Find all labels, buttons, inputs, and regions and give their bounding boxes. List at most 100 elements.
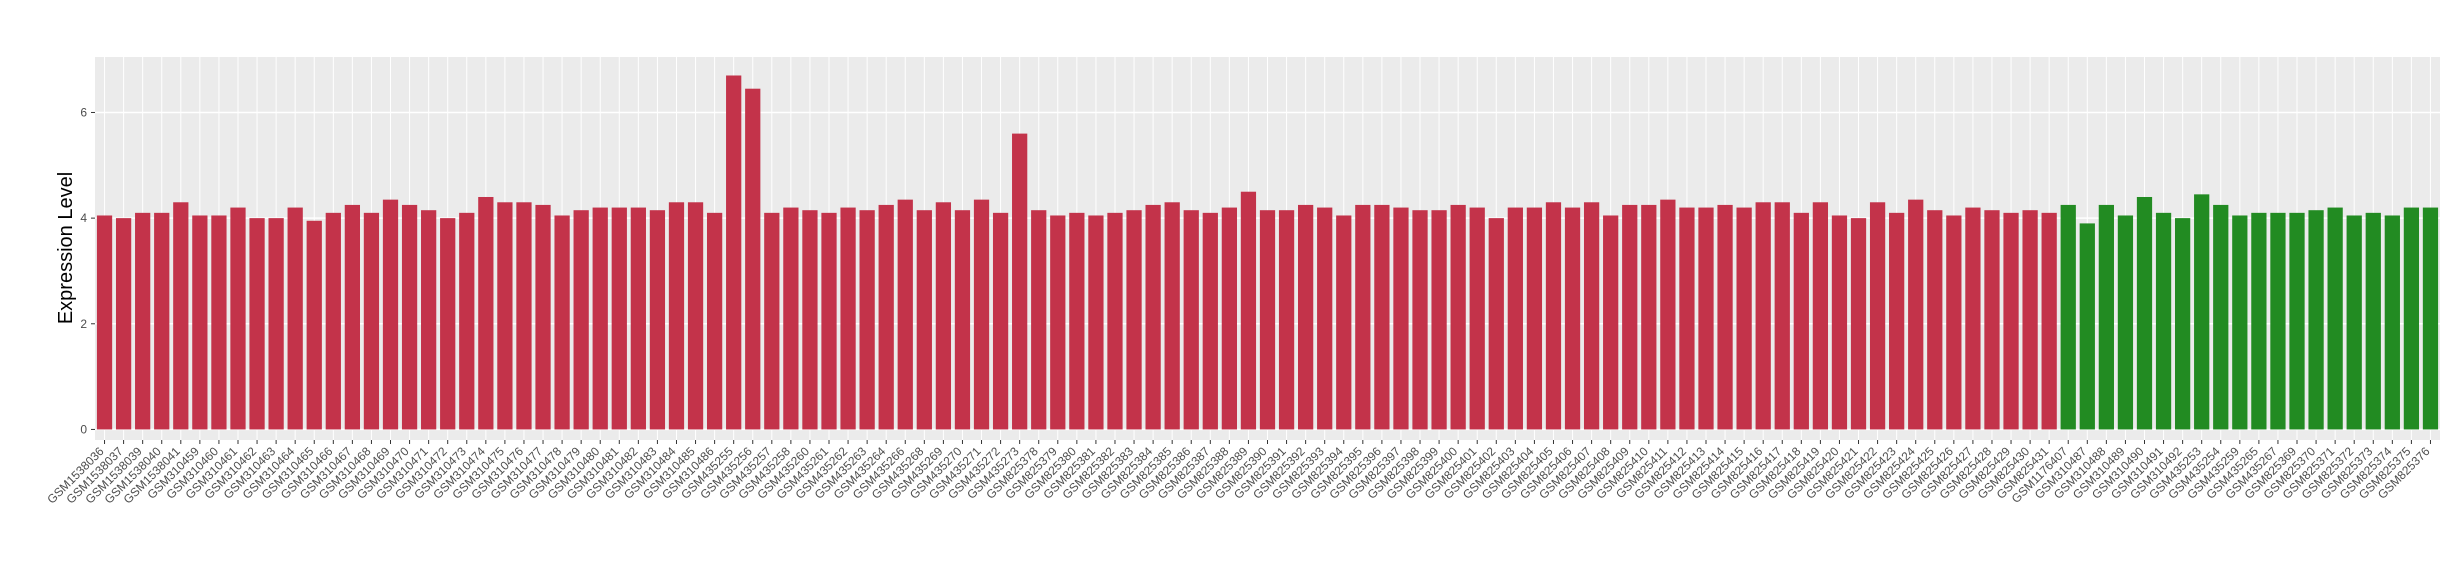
bar [1526,207,1543,430]
bar [821,212,837,430]
bar [1355,204,1371,430]
bar [726,75,742,430]
bar [1850,218,1867,430]
bar [344,204,361,430]
bar [2098,204,2114,430]
bar [2346,215,2362,430]
bar [2079,223,2095,430]
bar [1278,210,1295,430]
bar [306,220,322,430]
bar [401,204,418,430]
bar [249,218,265,430]
bar [1889,212,1905,430]
bar [497,202,513,430]
bar [1183,210,1199,430]
bar [1164,202,1180,430]
bar [96,215,113,430]
bar [783,207,799,430]
bar [1793,212,1809,430]
bar [1298,204,1314,430]
bar [2270,212,2286,430]
bar [1126,210,1142,430]
bar [1088,215,1104,430]
bar [897,199,913,430]
bar [2213,204,2229,430]
bar [2384,215,2400,430]
bar [1450,204,1466,430]
bar [135,212,151,430]
bar [916,210,932,430]
bar [1583,202,1600,430]
bar [1145,204,1161,430]
bar [2174,218,2191,430]
bar [1660,199,1676,430]
bar [1431,210,1447,430]
bar [2041,212,2057,430]
bar [954,210,971,430]
bar [592,207,608,430]
bar [535,204,551,430]
bar [1259,210,1276,430]
bar [611,207,627,430]
bar [1412,210,1428,430]
y-axis-label: Expression Level [55,172,77,324]
bar [649,210,666,430]
bar [1545,202,1562,430]
bar [516,202,532,430]
bar [554,215,570,430]
bar [1069,212,1085,430]
bar [1221,207,1237,430]
bar [2308,210,2324,430]
bar [2117,215,2134,430]
bar [2289,212,2305,430]
bar [2155,212,2172,430]
bar [1831,215,1848,430]
bar [1240,191,1257,430]
bar [1317,207,1333,430]
bar [287,207,303,430]
bar [1927,210,1943,430]
bar [1622,204,1638,430]
bar [1774,202,1790,430]
bar [1679,207,1695,430]
bar [1488,218,1504,430]
bar [764,212,780,430]
bar [1603,215,1619,430]
bar [1202,212,1218,430]
bar [1736,207,1752,430]
bar [115,218,132,430]
bar [1698,207,1714,430]
bar [973,199,990,430]
bar [1965,207,1981,430]
bar [935,202,952,430]
bar [1107,212,1123,430]
bar [1336,215,1352,430]
bar [1812,202,1829,430]
bar [173,202,189,430]
bar [2327,207,2343,430]
bar [878,204,894,430]
bar [2003,212,2019,430]
bar [2194,194,2210,430]
bar [1641,204,1657,430]
y-tick-label: 0 [80,422,87,436]
y-tick-label: 6 [80,105,87,119]
bar [268,218,284,430]
bar [802,210,818,430]
bar [2403,207,2420,430]
bar [382,199,399,430]
bar [859,210,875,430]
y-tick-label: 2 [80,317,87,331]
bar [630,207,646,430]
bar [154,212,170,430]
bar [1374,204,1390,430]
bar [1393,207,1409,430]
bar [1469,207,1485,430]
bar [840,207,856,430]
bar [459,212,475,430]
bar [2365,212,2381,430]
bar [1507,207,1523,430]
y-tick-label: 4 [80,211,87,225]
bar [2251,212,2267,430]
